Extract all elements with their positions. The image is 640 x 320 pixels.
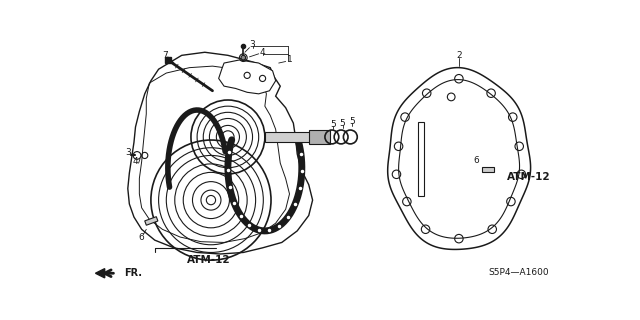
Text: S5P4—A1600: S5P4—A1600	[489, 268, 549, 277]
Text: 6: 6	[473, 156, 479, 164]
Text: FR.: FR.	[124, 268, 142, 278]
Bar	[482, 167, 493, 172]
Polygon shape	[219, 60, 276, 94]
Text: 2: 2	[456, 51, 461, 60]
Polygon shape	[95, 268, 105, 278]
Text: 4: 4	[260, 48, 266, 57]
Polygon shape	[399, 80, 520, 238]
Bar	[145, 217, 158, 225]
Text: 4: 4	[132, 157, 138, 166]
Text: 5: 5	[340, 119, 346, 128]
Bar	[308, 130, 330, 144]
Polygon shape	[418, 122, 424, 196]
Text: ATM-12: ATM-12	[187, 255, 230, 265]
Text: 3: 3	[125, 148, 131, 157]
Text: 3: 3	[250, 40, 255, 49]
Text: 1: 1	[287, 55, 292, 64]
Polygon shape	[128, 52, 312, 254]
Text: 5: 5	[330, 120, 336, 129]
Text: 5: 5	[349, 117, 355, 126]
Text: ATM-12: ATM-12	[507, 172, 550, 182]
Polygon shape	[388, 68, 531, 249]
Polygon shape	[265, 132, 324, 141]
Circle shape	[241, 55, 246, 60]
Text: 7: 7	[162, 51, 168, 60]
Text: 6: 6	[139, 233, 145, 242]
